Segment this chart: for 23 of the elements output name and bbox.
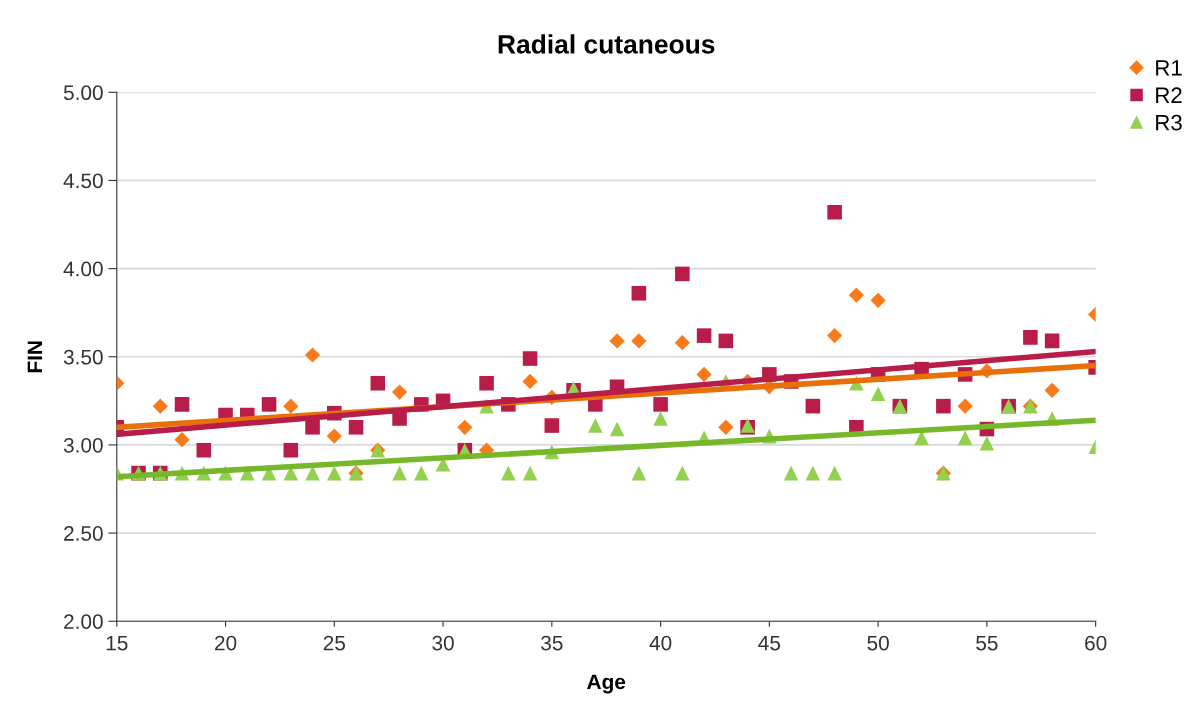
- x-tick-label: 25: [323, 635, 346, 651]
- y-axis-title: FIN: [27, 341, 43, 373]
- x-axis-title: Age: [587, 674, 626, 694]
- x-tick-label: 45: [758, 635, 781, 651]
- y-tick-label: 2.00: [64, 614, 103, 629]
- x-tick-label: 20: [215, 635, 237, 651]
- x-tick-label: 60: [1085, 635, 1107, 651]
- legend-label: R3: [1156, 114, 1182, 131]
- chart-title: Radial cutaneous: [498, 34, 715, 54]
- x-tick-label: 15: [106, 635, 128, 651]
- x-tick-label: 35: [541, 635, 563, 651]
- x-tick-label: 55: [976, 635, 998, 651]
- x-tick-label: 30: [432, 635, 454, 651]
- y-tick-label: 4.50: [63, 173, 103, 189]
- x-tick-label: 40: [649, 635, 672, 651]
- y-tick-label: 5.00: [63, 85, 103, 101]
- legend-label: R1: [1156, 60, 1182, 76]
- x-tick-label: 50: [867, 635, 889, 651]
- y-tick-label: 3.00: [63, 437, 103, 453]
- y-tick-label: 2.50: [64, 526, 103, 541]
- y-tick-label: 3.50: [63, 349, 103, 365]
- legend-label: R2: [1156, 87, 1182, 103]
- y-tick-label: 4.00: [63, 261, 103, 277]
